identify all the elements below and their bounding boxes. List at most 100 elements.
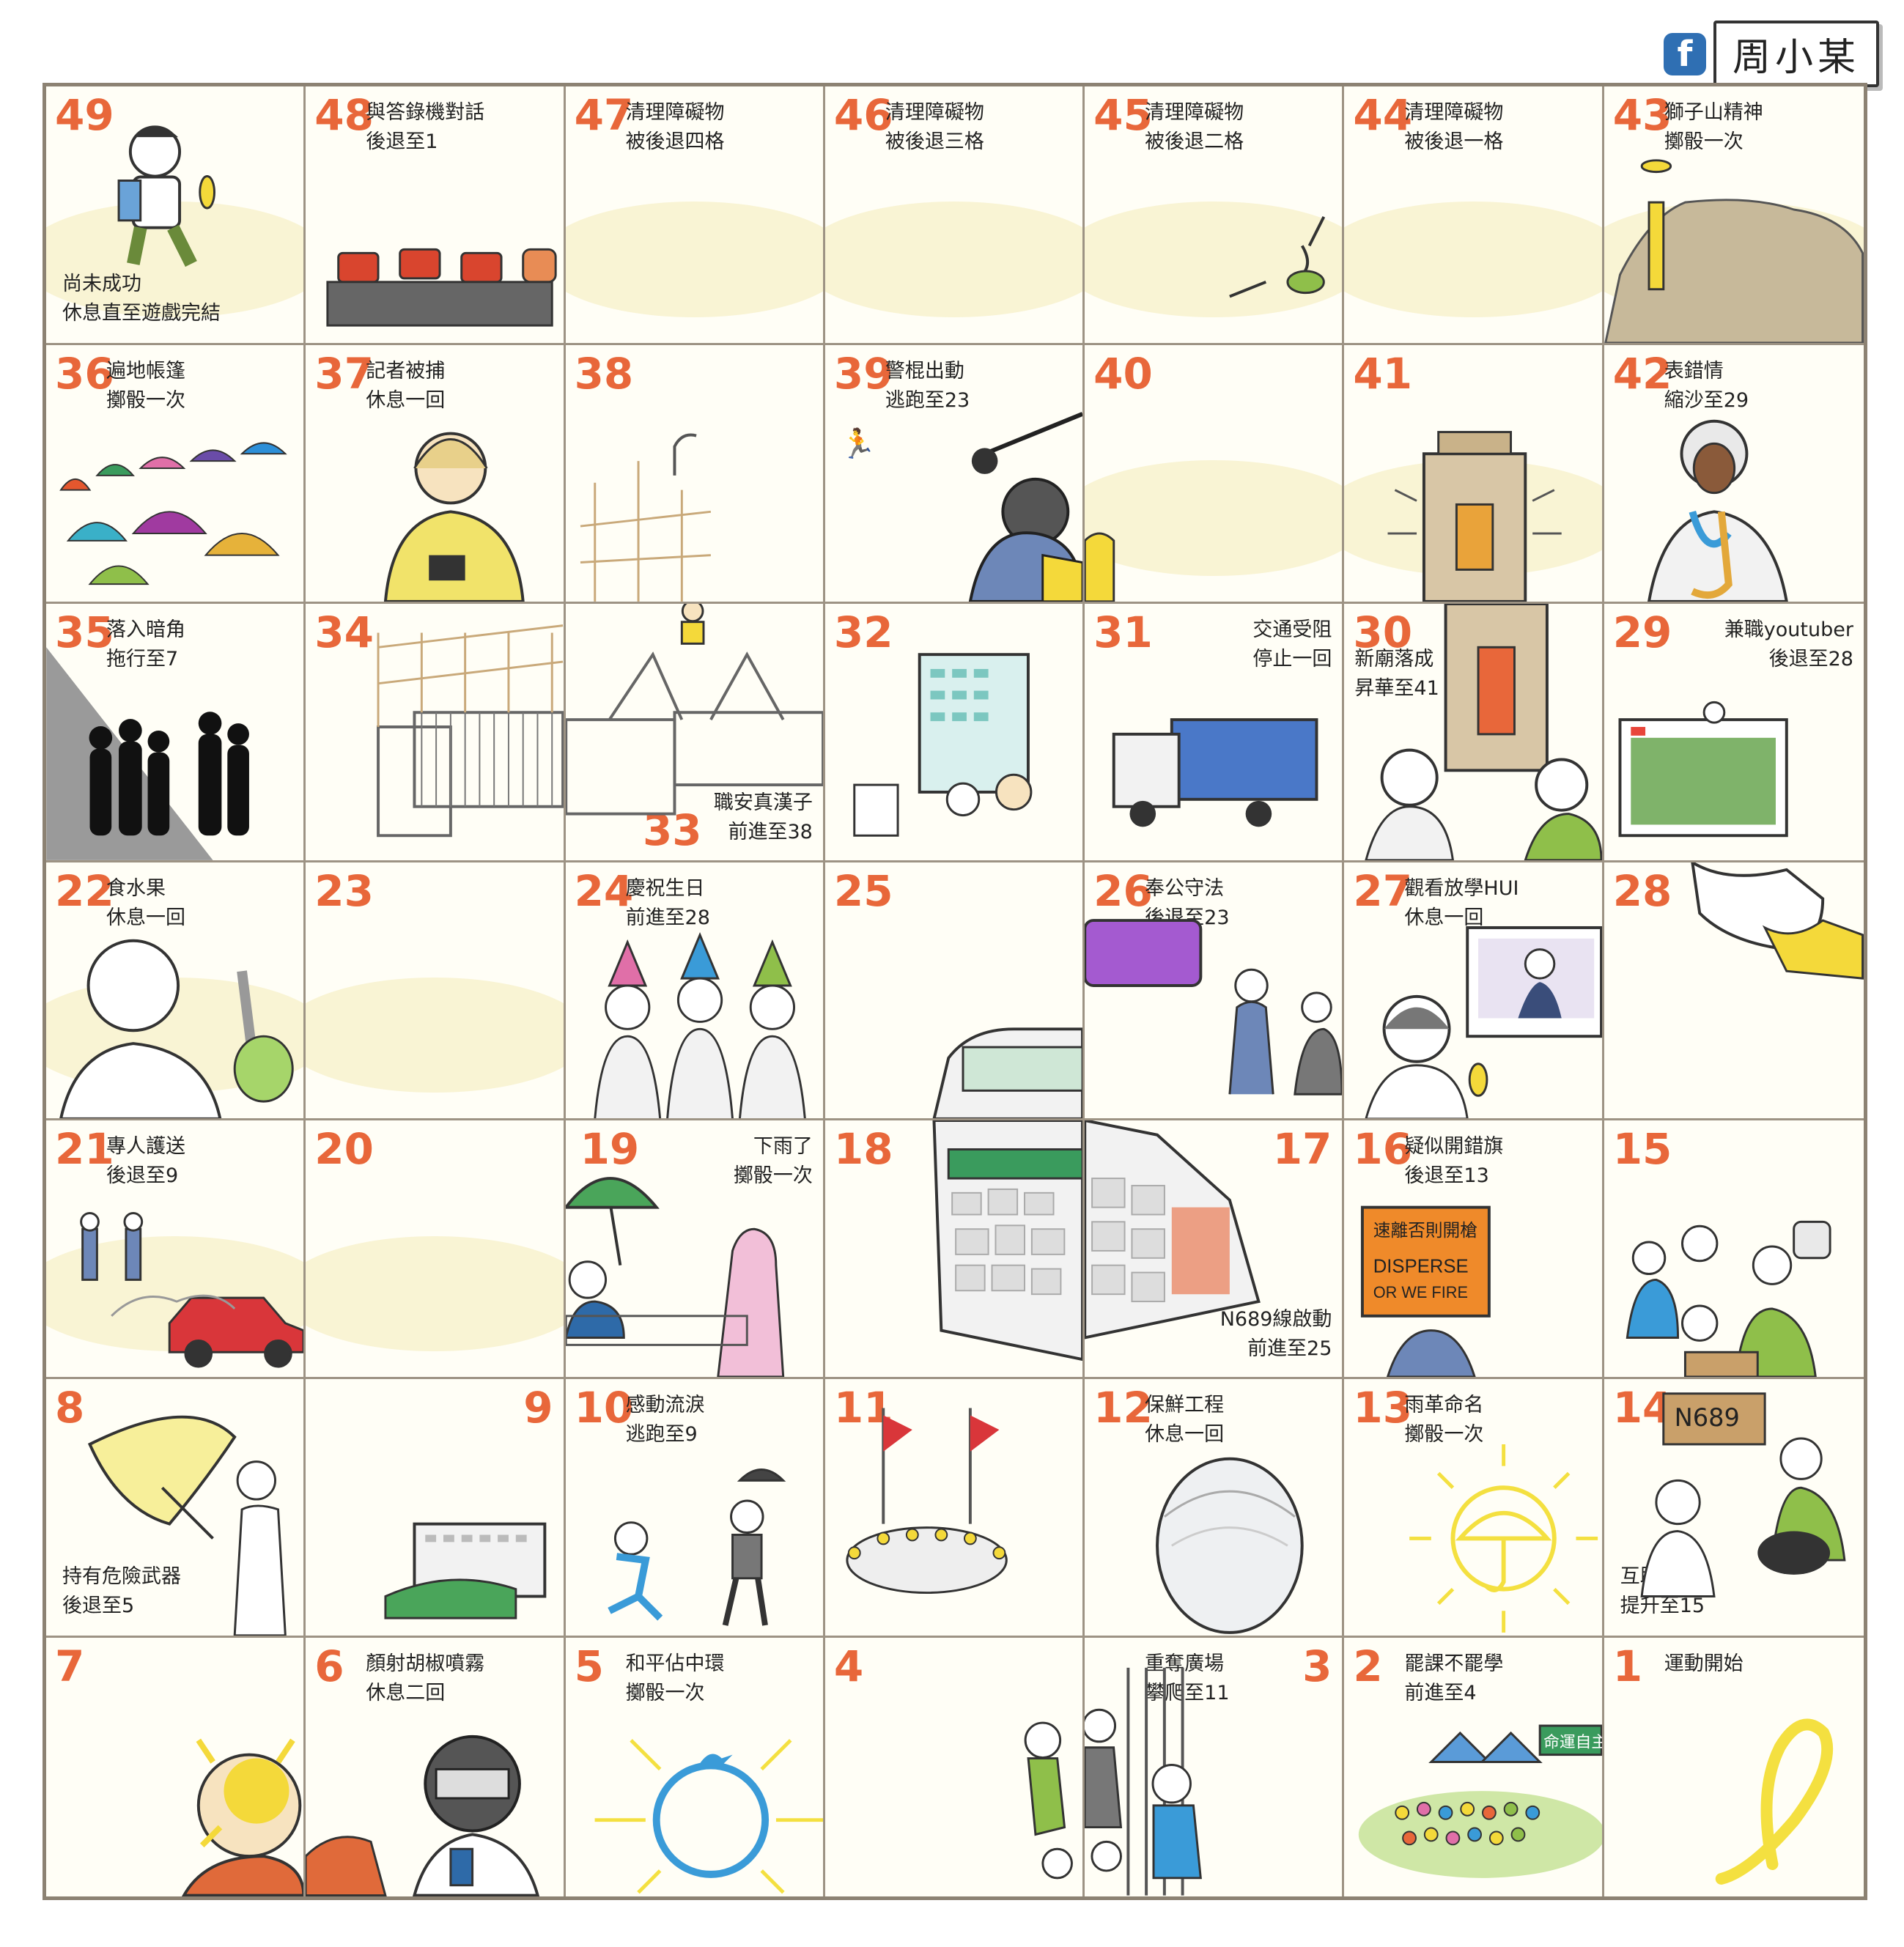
square-38[interactable]: 38 (565, 344, 825, 604)
square-12[interactable]: 12 保鮮工程 休息一回 (1085, 1379, 1345, 1638)
square-text: 表錯情 縮沙至29 (1664, 359, 1749, 412)
square-40[interactable]: 40 (1085, 344, 1345, 604)
square-30[interactable]: 30 新廟落成 昇華至41 (1344, 603, 1604, 862)
square-22[interactable]: 22 食水果 休息一回 (46, 862, 306, 1121)
square-text: 與答錄機對話 後退至1 (366, 101, 485, 153)
square-21[interactable]: 21 專人護送 後退至9 (46, 1120, 306, 1380)
square-7[interactable]: 7 (46, 1638, 306, 1896)
square-text: 警棍出動 逃跑至23 (885, 359, 970, 412)
square-48[interactable]: 48 與答錄機對話 後退至1 (306, 86, 566, 345)
square-43[interactable]: 43 獅子山精神 擲骰一次 (1604, 86, 1864, 345)
square-number: 37 (314, 348, 374, 399)
square-8[interactable]: 8 持有危險武器 後退至5 (46, 1379, 306, 1638)
square-text: 兼職youtuber 後退至28 (1724, 618, 1853, 670)
square-9[interactable]: 9 (306, 1379, 566, 1638)
square-4[interactable]: 4 (824, 1638, 1085, 1896)
square-number: 41 (1353, 348, 1413, 399)
square-45[interactable]: 45 清理障礙物 被後退二格 (1085, 86, 1345, 345)
square-46[interactable]: 46 清理障礙物 被後退三格 (824, 86, 1085, 345)
svg-text:N689: N689 (1674, 1404, 1739, 1433)
square-text: N689線啟動 前進至25 (1219, 1308, 1332, 1361)
square-text: 清理障礙物 被後退二格 (1145, 101, 1244, 153)
svg-text:OR WE FIRE: OR WE FIRE (1373, 1284, 1468, 1302)
square-text: 清理障礙物 被後退四格 (625, 101, 725, 153)
climbing-fence-icon (1024, 1721, 1073, 1880)
square-text: 專人護送 後退至9 (106, 1135, 185, 1188)
square-number: 11 (833, 1383, 893, 1433)
square-36[interactable]: 36 遍地帳篷 擲骰一次 (46, 344, 306, 604)
square-text: 職安真漢子 前進至38 (713, 791, 813, 843)
square-number: 45 (1093, 90, 1153, 140)
square-23[interactable]: 23 (306, 862, 566, 1121)
square-number: 33 (642, 805, 702, 855)
square-20[interactable]: 20 (306, 1120, 566, 1380)
author-signature: f 周小某 (1664, 21, 1880, 87)
square-text: 運動開始 (1664, 1652, 1744, 1676)
square-47[interactable]: 47 清理障礙物 被後退四格 (565, 86, 825, 345)
square-number: 31 (1093, 607, 1153, 657)
square-33[interactable]: 33 職安真漢子 前進至38 (565, 603, 825, 862)
square-text: 清理障礙物 被後退三格 (885, 101, 984, 153)
square-text: 互助精神 提升至15 (1620, 1565, 1705, 1618)
square-text: 疑似開錯旗 後退至13 (1404, 1135, 1504, 1188)
square-2[interactable]: 2 罷課不罷學 前進至4 命運自主 (1344, 1638, 1604, 1896)
square-27[interactable]: 27 觀看放學HUI 休息一回 (1344, 862, 1604, 1121)
square-3[interactable]: 3 重奪廣場 攀爬至11 (1085, 1638, 1345, 1896)
square-number: 44 (1353, 90, 1413, 140)
square-number: 28 (1612, 865, 1672, 916)
square-35[interactable]: 35 落入暗角 拖行至7 (46, 603, 306, 862)
square-text: 遍地帳篷 擲骰一次 (106, 359, 185, 412)
square-number: 9 (523, 1383, 553, 1433)
square-number: 29 (1612, 607, 1672, 657)
square-44[interactable]: 44 清理障礙物 被後退一格 (1344, 86, 1604, 345)
square-17[interactable]: 17 N689線啟動 前進至25 (1085, 1120, 1345, 1380)
square-26[interactable]: 26 奉公守法 後退至23 (1085, 862, 1345, 1121)
square-number: 3 (1302, 1641, 1332, 1692)
square-number: 24 (574, 865, 634, 916)
square-18[interactable]: 18 (824, 1120, 1085, 1380)
square-13[interactable]: 13 雨革命名 擲骰一次 (1344, 1379, 1604, 1638)
square-text: 尚未成功 休息直至遊戲完結 (62, 272, 221, 325)
square-49[interactable]: 49 尚未成功 休息直至遊戲完結 (46, 86, 306, 345)
facebook-icon[interactable]: f (1664, 32, 1706, 75)
square-41[interactable]: 41 (1344, 344, 1604, 604)
square-number: 23 (314, 865, 374, 916)
square-37[interactable]: 37 記者被捕 休息一回 (306, 344, 566, 604)
square-10[interactable]: 10 感動流淚 逃跑至9 (565, 1379, 825, 1638)
square-text: 罷課不罷學 前進至4 (1404, 1652, 1504, 1705)
square-19[interactable]: 19 下雨了 擲骰一次 (565, 1120, 825, 1380)
square-5[interactable]: 5 和平佔中環 擲骰一次 (565, 1638, 825, 1896)
square-39[interactable]: 39 警棍出動 逃跑至23 🏃 (824, 344, 1085, 604)
square-16[interactable]: 16 疑似開錯旗 後退至13 DISPERSE OR WE FIRE 速離否則開槍 (1344, 1120, 1604, 1380)
svg-text:🏃: 🏃 (840, 427, 876, 461)
square-text: 獅子山精神 擲骰一次 (1664, 101, 1763, 153)
square-28[interactable]: 28 (1604, 862, 1864, 1121)
square-29[interactable]: 29 兼職youtuber 後退至28 (1604, 603, 1864, 862)
square-14[interactable]: 14 互助精神 提升至15 N689 (1604, 1379, 1864, 1638)
square-25[interactable]: 25 (824, 862, 1085, 1121)
square-24[interactable]: 24 慶祝生日 前進至28 (565, 862, 825, 1121)
square-42[interactable]: 42 表錯情 縮沙至29 (1604, 344, 1864, 604)
square-34[interactable]: 34 (306, 603, 566, 862)
square-31[interactable]: 31 交通受阻 停止一回 (1085, 603, 1345, 862)
svg-text:速離否則開槍: 速離否則開槍 (1373, 1221, 1478, 1241)
square-number: 7 (55, 1641, 85, 1692)
square-number: 39 (833, 348, 893, 399)
square-text: 記者被捕 休息一回 (366, 359, 446, 412)
square-number: 20 (314, 1124, 374, 1175)
sign-text: 命運自主 (1544, 1734, 1602, 1752)
square-15[interactable]: 15 (1604, 1120, 1864, 1380)
square-number: 8 (55, 1383, 85, 1433)
square-text: 食水果 休息一回 (106, 876, 185, 929)
square-11[interactable]: 11 (824, 1379, 1085, 1638)
square-number: 35 (55, 607, 114, 657)
square-number: 43 (1612, 90, 1672, 140)
square-number: 36 (55, 348, 114, 399)
square-1[interactable]: 1 運動開始 (1604, 1638, 1864, 1896)
author-name: 周小某 (1713, 21, 1880, 87)
square-32[interactable]: 32 (824, 603, 1085, 862)
square-6[interactable]: 6 顏射胡椒噴霧 休息二回 (306, 1638, 566, 1896)
square-text: 顏射胡椒噴霧 休息二回 (366, 1652, 485, 1705)
square-text: 清理障礙物 被後退一格 (1404, 101, 1504, 153)
square-text: 和平佔中環 擲骰一次 (625, 1652, 725, 1705)
